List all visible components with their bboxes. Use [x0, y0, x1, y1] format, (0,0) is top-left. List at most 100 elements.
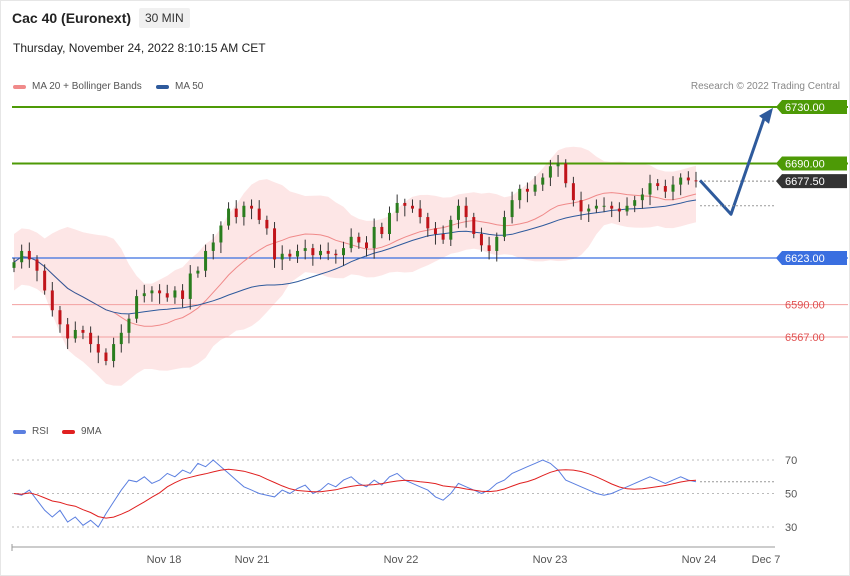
legend-ma20-label: MA 20 + Bollinger Bands: [32, 81, 142, 92]
candle-body: [58, 310, 62, 325]
candle-body: [617, 208, 621, 212]
candle-body: [349, 236, 353, 249]
candle-body: [296, 250, 300, 257]
candle-body: [204, 250, 208, 271]
level-tag-6677-50: [776, 174, 847, 189]
candle-body: [686, 177, 690, 181]
candle-body: [288, 253, 292, 257]
rsi-line: [13, 459, 697, 528]
candle-body: [533, 184, 537, 192]
level-label-6590-00: 6590.00: [785, 300, 825, 312]
candle-body: [319, 250, 323, 256]
level-tag-6730-00: [776, 100, 847, 114]
candle-body: [426, 217, 430, 229]
level-label-6730-00: 6730.00: [785, 102, 825, 114]
candle-body: [387, 212, 391, 235]
candle-body: [119, 332, 123, 345]
legend-ma50-label: MA 50: [175, 81, 204, 92]
legend-ma50: MA 50: [156, 81, 203, 92]
candle-body: [656, 183, 660, 187]
candle-body: [188, 273, 192, 299]
rsi-swatch: [13, 429, 26, 434]
candle-body: [66, 324, 70, 339]
candle-body: [89, 332, 93, 345]
candle-body: [380, 226, 384, 235]
level-label-6690-00: 6690.00: [785, 158, 825, 170]
candle-body: [250, 205, 254, 209]
candle-body: [326, 250, 330, 254]
x-tick-label: Nov 18: [147, 554, 182, 566]
candle-body: [587, 208, 591, 212]
level-tag-6623-00: [776, 251, 847, 265]
candle-body: [234, 208, 238, 218]
rsi-ma-line: [13, 468, 697, 519]
candle-body: [242, 205, 246, 218]
candle-body: [610, 205, 614, 209]
candle-body: [418, 208, 422, 218]
candle-body: [104, 352, 108, 362]
bollinger-band-area: [14, 146, 696, 386]
candle-body: [456, 205, 460, 220]
level-label-6567-00: 6567.00: [785, 332, 825, 344]
legend-rsi: RSI: [13, 426, 49, 437]
level-label-6623-00: 6623.00: [785, 253, 825, 265]
candle-body: [342, 248, 346, 256]
rsi-ma-swatch: [62, 429, 75, 434]
timestamp: Thursday, November 24, 2022 8:10:15 AM C…: [13, 41, 266, 55]
candle-body: [227, 208, 231, 226]
rsi-tick-70: 70: [785, 455, 797, 467]
candle-body: [633, 200, 637, 206]
ma50-swatch: [156, 84, 169, 89]
x-tick-label: Dec 7: [752, 554, 781, 566]
ma50-line: [13, 199, 697, 315]
x-tick-label: Nov 24: [682, 554, 717, 566]
x-tick-label: Nov 22: [384, 554, 419, 566]
candle-body: [410, 205, 414, 209]
candle-body: [265, 219, 269, 229]
candle-body: [50, 290, 54, 311]
candle-body: [679, 177, 683, 185]
candle-body: [495, 236, 499, 251]
candle-body: [165, 293, 169, 298]
credit-text: Research © 2022 Trading Central: [690, 81, 840, 92]
candle-body: [518, 188, 522, 201]
rsi-tick-30: 30: [785, 522, 797, 534]
candle-body: [135, 296, 139, 319]
timeframe-badge[interactable]: 30 MIN: [139, 8, 190, 28]
instrument-title: Cac 40 (Euronext): [12, 10, 132, 26]
candle-body: [43, 270, 47, 291]
rsi-tick-50: 50: [785, 489, 797, 501]
candle-body: [96, 344, 100, 353]
candle-body: [211, 242, 215, 251]
candle-body: [671, 184, 675, 192]
candle-body: [648, 183, 652, 195]
candle-body: [112, 344, 116, 362]
candle-body: [12, 262, 16, 268]
candle-body: [173, 290, 177, 298]
candle-body: [35, 259, 39, 271]
candle-body: [81, 329, 85, 333]
level-tag-6690-00: [776, 156, 847, 171]
forecast-arrow-line: [698, 115, 767, 216]
candle-body: [219, 225, 223, 243]
candle-body: [602, 205, 606, 207]
candle-body: [510, 200, 514, 218]
candle-body: [502, 217, 506, 237]
candle-body: [364, 242, 368, 249]
candle-body: [625, 205, 629, 212]
candle-body: [372, 226, 376, 249]
candle-body: [548, 166, 552, 178]
candle-body: [142, 293, 146, 297]
candle-body: [73, 329, 77, 339]
candle-body: [487, 245, 491, 251]
legend-ma20: MA 20 + Bollinger Bands: [13, 81, 142, 92]
candle-body: [663, 186, 667, 192]
candle-body: [357, 236, 361, 243]
candle-body: [579, 200, 583, 212]
candle-body: [280, 253, 284, 260]
candle-body: [403, 202, 407, 206]
ma20-swatch: [13, 84, 26, 89]
legend-rsi-label: RSI: [32, 426, 49, 437]
candle-body: [273, 228, 277, 260]
